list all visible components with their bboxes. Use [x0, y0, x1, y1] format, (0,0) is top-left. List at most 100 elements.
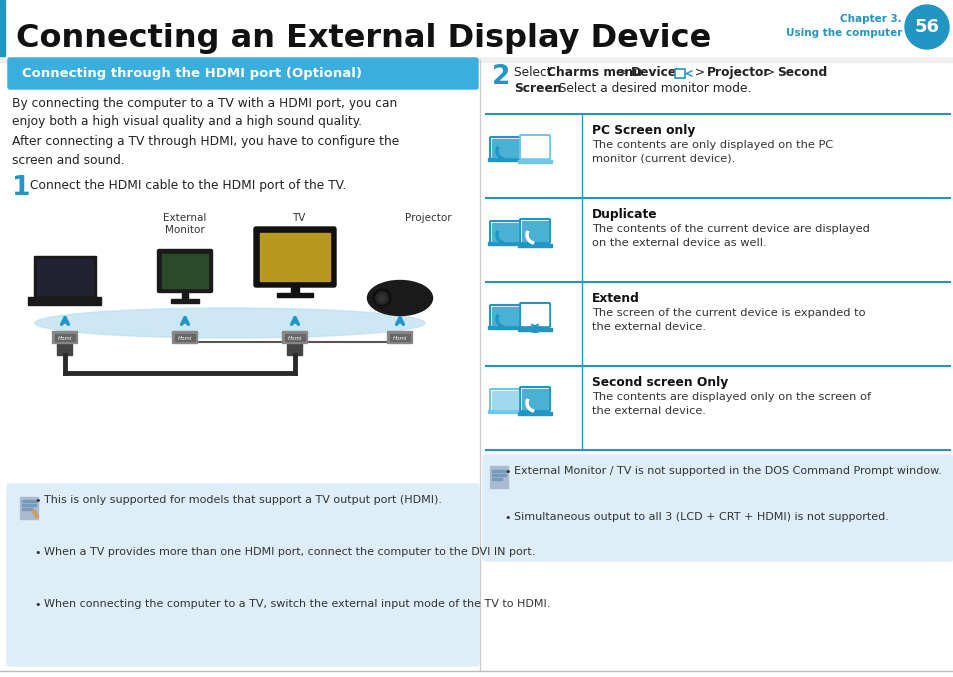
- Text: External
Monitor: External Monitor: [163, 213, 207, 236]
- Bar: [34, 256, 96, 298]
- Bar: [276, 293, 313, 297]
- Circle shape: [378, 295, 385, 301]
- Bar: [285, 334, 305, 341]
- FancyBboxPatch shape: [282, 332, 307, 343]
- Text: Simultaneous output to all 3 (LCD + CRT + HDMI) is not supported.: Simultaneous output to all 3 (LCD + CRT …: [514, 512, 888, 522]
- Text: Connecting through the HDMI port (Optional): Connecting through the HDMI port (Option…: [22, 67, 361, 80]
- FancyBboxPatch shape: [7, 484, 478, 666]
- FancyBboxPatch shape: [287, 343, 302, 355]
- Bar: [521, 137, 547, 157]
- Text: >: >: [690, 66, 708, 79]
- FancyBboxPatch shape: [157, 250, 213, 292]
- Bar: [492, 478, 501, 480]
- Text: The contents are only displayed on the PC
monitor (current device).: The contents are only displayed on the P…: [592, 140, 832, 164]
- Bar: [182, 291, 188, 300]
- Text: Connecting an External Display Device: Connecting an External Display Device: [16, 22, 711, 53]
- Text: •: •: [34, 548, 40, 558]
- Ellipse shape: [35, 308, 424, 338]
- Text: This is only supported for models that support a TV output port (HDMI).: This is only supported for models that s…: [44, 495, 441, 505]
- Text: Connect the HDMI cable to the HDMI port of the TV.: Connect the HDMI cable to the HDMI port …: [30, 179, 346, 192]
- Bar: [488, 410, 521, 413]
- FancyBboxPatch shape: [253, 227, 335, 287]
- Bar: [492, 470, 505, 472]
- Bar: [488, 158, 521, 161]
- Text: Homi: Homi: [177, 336, 192, 341]
- Text: After connecting a TV through HDMI, you have to configure the
screen and sound.: After connecting a TV through HDMI, you …: [12, 135, 399, 167]
- Bar: [291, 285, 298, 294]
- FancyBboxPatch shape: [57, 343, 72, 355]
- Text: Devices: Devices: [630, 66, 684, 79]
- Text: Duplicate: Duplicate: [592, 208, 657, 221]
- Text: •: •: [503, 513, 510, 523]
- Bar: [22, 504, 36, 506]
- Text: Projector: Projector: [706, 66, 770, 79]
- FancyBboxPatch shape: [490, 389, 519, 411]
- Text: PC Screen only: PC Screen only: [592, 124, 695, 137]
- Bar: [37, 259, 92, 295]
- Bar: [0, 0, 5, 56]
- Bar: [521, 305, 547, 325]
- Bar: [390, 334, 410, 341]
- Bar: [517, 244, 552, 247]
- Text: The screen of the current device is expanded to
the external device.: The screen of the current device is expa…: [592, 308, 864, 332]
- Bar: [492, 474, 505, 476]
- FancyBboxPatch shape: [29, 297, 101, 305]
- Bar: [492, 391, 517, 409]
- Text: Screen: Screen: [514, 82, 561, 95]
- Bar: [10, 203, 476, 485]
- Text: Chapter 3.: Chapter 3.: [840, 14, 901, 24]
- FancyBboxPatch shape: [482, 455, 952, 561]
- Bar: [22, 508, 32, 510]
- Text: •: •: [34, 496, 40, 506]
- FancyBboxPatch shape: [490, 137, 519, 159]
- FancyBboxPatch shape: [52, 332, 77, 343]
- FancyBboxPatch shape: [519, 135, 550, 159]
- Bar: [490, 466, 507, 488]
- Text: 56: 56: [914, 18, 939, 36]
- Text: Homi: Homi: [58, 336, 72, 341]
- Text: >: >: [760, 66, 779, 79]
- Bar: [22, 500, 36, 502]
- Text: Second: Second: [776, 66, 826, 79]
- Text: Extend: Extend: [592, 292, 639, 305]
- Bar: [162, 254, 208, 288]
- FancyBboxPatch shape: [519, 219, 550, 243]
- Bar: [5, 0, 953, 56]
- Bar: [488, 242, 521, 245]
- Text: The contents of the current device are displayed
on the external device as well.: The contents of the current device are d…: [592, 224, 869, 248]
- FancyBboxPatch shape: [519, 387, 550, 411]
- Text: •: •: [34, 600, 40, 610]
- Bar: [0, 54, 953, 62]
- Bar: [20, 497, 38, 519]
- Bar: [488, 326, 521, 329]
- Bar: [32, 510, 38, 518]
- Bar: [174, 334, 194, 341]
- Bar: [517, 328, 552, 331]
- Text: When a TV provides more than one HDMI port, connect the computer to the DVI IN p: When a TV provides more than one HDMI po…: [44, 547, 535, 557]
- FancyBboxPatch shape: [490, 305, 519, 327]
- Bar: [521, 221, 547, 241]
- Circle shape: [373, 289, 391, 307]
- Text: 1: 1: [12, 175, 30, 201]
- Bar: [492, 139, 517, 157]
- Text: •: •: [503, 467, 510, 477]
- Text: External Monitor / TV is not supported in the DOS Command Prompt window.: External Monitor / TV is not supported i…: [514, 466, 941, 476]
- FancyBboxPatch shape: [519, 303, 550, 327]
- Text: By connecting the computer to a TV with a HDMI port, you can
enjoy both a high v: By connecting the computer to a TV with …: [12, 97, 396, 129]
- Text: . Select a desired monitor mode.: . Select a desired monitor mode.: [551, 82, 751, 95]
- Circle shape: [904, 5, 948, 49]
- FancyBboxPatch shape: [172, 332, 197, 343]
- Bar: [55, 334, 75, 341]
- Text: When connecting the computer to a TV, switch the external input mode of the TV t: When connecting the computer to a TV, sw…: [44, 599, 550, 609]
- Text: Second screen Only: Second screen Only: [592, 376, 727, 389]
- Text: Charms menu: Charms menu: [546, 66, 641, 79]
- Circle shape: [375, 292, 388, 304]
- Bar: [171, 299, 199, 303]
- Bar: [517, 160, 552, 163]
- Text: Using the computer: Using the computer: [785, 28, 901, 38]
- Ellipse shape: [367, 280, 432, 315]
- Text: >: >: [615, 66, 633, 79]
- Text: 2: 2: [492, 64, 510, 90]
- Text: The contents are displayed only on the screen of
the external device.: The contents are displayed only on the s…: [592, 392, 870, 416]
- Text: Projector: Projector: [405, 213, 451, 223]
